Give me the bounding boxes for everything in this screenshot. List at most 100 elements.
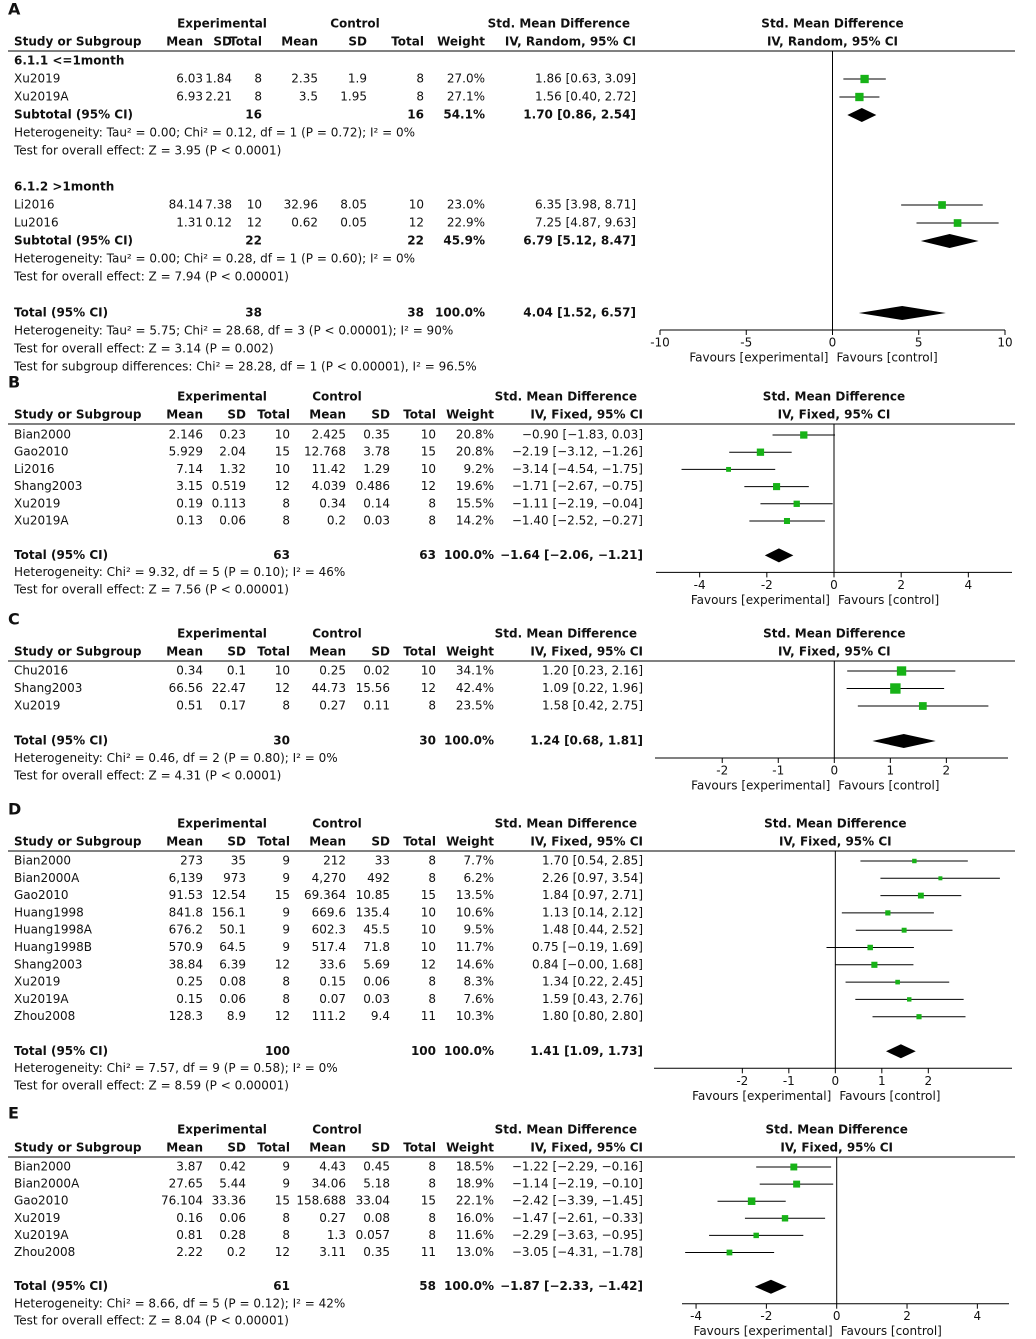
study-cell: 15 (421, 888, 436, 902)
column-header: Total (391, 35, 424, 49)
study-cell: 4.039 (312, 479, 346, 493)
study-cell: 4.43 (319, 1160, 346, 1174)
study-cell: 0.15 (319, 975, 346, 989)
x-tick-label: -2 (716, 764, 728, 778)
favours-right: Favours [control] (837, 351, 938, 365)
study-ci: 6.35 [3.98, 8.71] (535, 198, 636, 212)
study-cell: 10 (275, 462, 290, 476)
effect-header: Std. Mean Difference (495, 817, 637, 831)
pooled-diamond (754, 1279, 787, 1294)
total-cell: 61 (273, 1279, 290, 1293)
column-header: Weight (446, 1141, 494, 1155)
total-ci: 1.24 [0.68, 1.81] (530, 734, 643, 748)
study-cell: 69.364 (304, 888, 346, 902)
study-weight: 18.5% (456, 1160, 494, 1174)
study-cell: 2.04 (219, 445, 246, 459)
study-cell: 0.06 (363, 975, 390, 989)
study-cell: 5.929 (169, 445, 203, 459)
study-label: Xu2019A (14, 514, 69, 528)
method-header: IV, Fixed, 95% CI (530, 835, 643, 849)
favours-right: Favours [control] (839, 1089, 940, 1103)
study-cell: 15 (275, 1194, 290, 1208)
study-cell: 0.34 (176, 664, 203, 678)
study-cell: 0.34 (319, 496, 346, 510)
study-cell: 8.05 (340, 198, 367, 212)
study-weight: 16.0% (456, 1211, 494, 1225)
plot-header: Std. Mean Difference (766, 1123, 908, 1137)
study-cell: 11 (421, 1009, 436, 1023)
study-marker (938, 876, 943, 881)
study-weight: 11.7% (456, 940, 494, 954)
study-marker (726, 1249, 733, 1256)
total-weight: 100.0% (435, 306, 485, 320)
favours-left: Favours [experimental] (691, 593, 830, 607)
total-cell: 63 (273, 548, 290, 562)
study-cell: 602.3 (312, 923, 346, 937)
column-header: Mean (281, 35, 318, 49)
study-cell: 8 (282, 1211, 290, 1225)
study-ci: −1.40 [−2.52, −0.27] (512, 514, 643, 528)
note: Test for overall effect: Z = 8.59 (P < 0… (13, 1078, 289, 1092)
method-header: IV, Fixed, 95% CI (530, 645, 643, 659)
study-cell: 12 (421, 681, 436, 695)
plot-header: Std. Mean Difference (761, 17, 903, 31)
column-header: SD (227, 1141, 246, 1155)
study-cell: 66.56 (169, 681, 203, 695)
pooled-diamond (920, 234, 979, 248)
plot-method: IV, Fixed, 95% CI (778, 645, 891, 659)
study-cell: 0.51 (176, 699, 203, 713)
study-marker (953, 219, 962, 227)
x-tick-label: -4 (694, 578, 706, 592)
total-label: Total (95% CI) (14, 548, 108, 562)
study-cell: 8 (416, 72, 424, 86)
subgroup-label: 6.1.2 >1month (14, 180, 114, 194)
x-tick-label: 2 (897, 578, 905, 592)
total-cell: 30 (273, 734, 290, 748)
column-header: Mean (309, 835, 346, 849)
column-header: SD (227, 645, 246, 659)
note: Test for overall effect: Z = 8.04 (P < 0… (13, 1313, 289, 1327)
subtotal-label: Subtotal (95% CI) (14, 108, 133, 122)
column-header: Mean (166, 1141, 203, 1155)
study-label: Li2016 (14, 462, 55, 476)
group-label: Experimental (177, 17, 267, 31)
group-label: Experimental (177, 390, 267, 404)
study-weight: 15.5% (456, 496, 494, 510)
column-header: Weight (446, 835, 494, 849)
total-ci: −1.87 [−2.33, −1.42] (500, 1279, 643, 1293)
note: Test for subgroup differences: Chi² = 28… (13, 360, 477, 374)
study-label: Xu2019 (14, 496, 60, 510)
study-cell: 91.53 (169, 888, 203, 902)
study-weight: 9.5% (464, 923, 495, 937)
study-weight: 27.1% (447, 90, 485, 104)
study-cell: 8 (428, 975, 436, 989)
x-tick-label: 1 (887, 764, 895, 778)
study-cell: 15 (275, 888, 290, 902)
favours-left: Favours [experimental] (692, 1089, 831, 1103)
study-label: Xu2019A (14, 1228, 69, 1242)
effect-header: Std. Mean Difference (495, 390, 637, 404)
study-cell: 15 (275, 445, 290, 459)
study-ci: 1.70 [0.54, 2.85] (542, 854, 643, 868)
subtotal-ci: 6.79 [5.12, 8.47] (523, 234, 636, 248)
study-cell: 12.54 (212, 888, 246, 902)
total-label: Total (95% CI) (14, 1279, 108, 1293)
column-header: SD (348, 35, 367, 49)
study-cell: 0.17 (219, 699, 246, 713)
x-tick-label: 5 (915, 336, 923, 350)
group-label: Control (312, 627, 362, 641)
study-cell: 11.42 (312, 462, 346, 476)
study-cell: 33.04 (356, 1194, 390, 1208)
study-cell: 8 (428, 1177, 436, 1191)
study-cell: 50.1 (219, 923, 246, 937)
study-cell: 0.62 (291, 216, 318, 230)
study-cell: 10 (421, 923, 436, 937)
study-cell: 0.28 (219, 1228, 246, 1242)
column-header: Weight (437, 35, 485, 49)
study-label: Xu2019 (14, 72, 60, 86)
note: Heterogeneity: Tau² = 0.00; Chi² = 0.28,… (14, 252, 415, 266)
study-label: Huang1998B (14, 940, 92, 954)
x-tick-label: -2 (760, 1309, 772, 1323)
study-cell: 12.768 (304, 445, 346, 459)
